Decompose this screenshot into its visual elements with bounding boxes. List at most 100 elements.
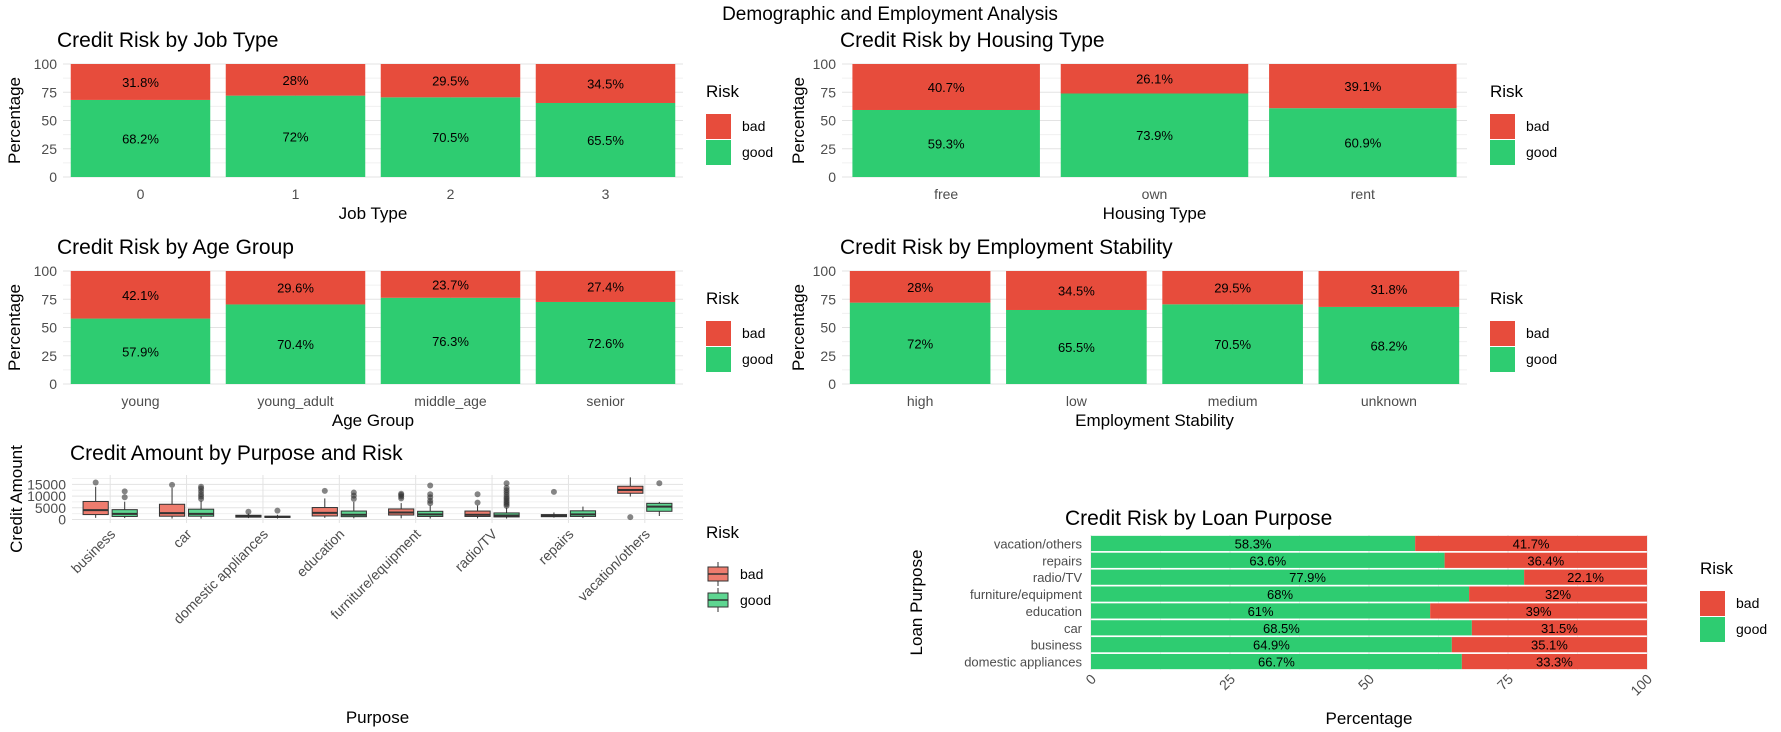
- outlier-point: [627, 514, 634, 521]
- legend-label-bad: bad: [1526, 118, 1549, 134]
- bar-good: [535, 102, 676, 177]
- legend-key-good: [1490, 347, 1515, 372]
- y-tick-label: 100: [34, 56, 58, 72]
- bar-good: [1091, 569, 1525, 585]
- y-tick-label: 75: [820, 84, 836, 100]
- outlier-point: [321, 487, 328, 494]
- data-label-bad: 28%: [907, 280, 933, 295]
- legend-title: Risk: [706, 523, 740, 542]
- box-bad: [82, 500, 109, 516]
- legend-label-good: good: [742, 351, 773, 367]
- x-tick-label: 3: [602, 186, 610, 202]
- outlier-point: [474, 499, 481, 506]
- y-tick-label: 75: [41, 84, 57, 100]
- bar-good: [70, 99, 211, 177]
- bar-good: [225, 304, 366, 384]
- y-tick-label: 25: [41, 348, 57, 364]
- bar-bad: [535, 64, 676, 103]
- data-label-good: 68.2%: [122, 131, 159, 146]
- bar-good: [1091, 535, 1416, 552]
- bar-bad: [225, 271, 366, 305]
- bar-bad: [70, 64, 211, 100]
- y-tick-label: 5000: [35, 500, 66, 516]
- y-tick-label: 50: [41, 320, 57, 336]
- data-label-good: 76.3%: [432, 334, 469, 349]
- outlier-point: [121, 494, 128, 501]
- outlier-point: [121, 488, 128, 495]
- outlier-point: [198, 483, 205, 490]
- data-label-good: 63.6%: [1249, 553, 1286, 568]
- y-tick-label: 0: [49, 376, 57, 392]
- legend-title: Risk: [1490, 82, 1524, 101]
- data-label-bad: 22.1%: [1567, 570, 1604, 585]
- legend-title: Risk: [1490, 289, 1524, 308]
- data-label-good: 72%: [907, 336, 933, 351]
- chart-title: Credit Risk by Employment Stability: [840, 236, 1173, 259]
- y-tick-label: 0: [828, 169, 836, 185]
- outlier-point: [427, 482, 434, 489]
- x-tick-label: middle_age: [414, 393, 487, 409]
- x-tick-label: education: [293, 526, 347, 580]
- y-tick-label: 75: [41, 291, 57, 307]
- data-label-good: 61%: [1248, 604, 1274, 619]
- y-tick-label: radio/TV: [1033, 570, 1082, 585]
- chart-4: Credit Amount by Purpose and Risk 0500010…: [7, 442, 683, 727]
- bar-good: [1091, 637, 1452, 653]
- x-tick-label: radio/TV: [451, 525, 500, 574]
- data-label-good: 70.4%: [277, 337, 314, 352]
- bar-good: [380, 97, 521, 177]
- x-tick-label: medium: [1208, 393, 1258, 409]
- x-tick-label: 75: [1494, 671, 1516, 693]
- legend-label-good: good: [1526, 144, 1557, 160]
- box-bad: [311, 507, 338, 517]
- bar-good: [1006, 309, 1147, 384]
- y-tick-label: 25: [41, 141, 57, 157]
- bar-bad: [1461, 653, 1647, 670]
- y-tick-label: car: [1064, 621, 1083, 636]
- bar-good: [1091, 620, 1472, 636]
- x-axis-title: Employment Stability: [1075, 411, 1234, 430]
- bar-bad: [852, 64, 1040, 110]
- x-tick-label: repairs: [535, 526, 577, 568]
- data-label-good: 72.6%: [587, 336, 624, 351]
- legend-title: Risk: [706, 82, 740, 101]
- data-label-bad: 39.1%: [1344, 79, 1381, 94]
- data-label-bad: 40.7%: [928, 80, 965, 95]
- outlier-point: [169, 481, 176, 488]
- bar-bad: [1415, 535, 1647, 552]
- y-tick-label: domestic appliances: [964, 655, 1082, 670]
- y-axis-title: Percentage: [789, 284, 808, 371]
- y-tick-label: 100: [813, 56, 837, 72]
- legend-label-good: good: [742, 144, 773, 160]
- bar-good: [1060, 93, 1249, 177]
- x-tick-label: 25: [1216, 671, 1238, 693]
- legend-label-bad: bad: [742, 325, 765, 341]
- y-axis-title: Percentage: [789, 77, 808, 164]
- y-tick-label: 25: [820, 141, 836, 157]
- y-tick-label: education: [1026, 604, 1082, 619]
- box-bad: [158, 503, 186, 517]
- legend-label-bad: bad: [742, 118, 765, 134]
- data-label-bad: 34.5%: [587, 76, 624, 91]
- y-tick-label: 15000: [27, 476, 66, 492]
- legend-chart-3: Risk bad good: [1490, 289, 1557, 372]
- chart-title: Credit Amount by Purpose and Risk: [70, 442, 403, 465]
- chart-3: Credit Risk by Employment Stability 0 25 50…: [789, 236, 1467, 430]
- x-tick-label: free: [934, 186, 958, 202]
- bar-bad: [380, 271, 521, 298]
- legend-key-good: [1490, 140, 1515, 165]
- bar-good: [1318, 306, 1460, 384]
- x-tick-label: 100: [1627, 671, 1655, 699]
- data-label-good: 65.5%: [1058, 340, 1095, 355]
- outlier-point: [503, 480, 510, 487]
- bar-good: [1269, 108, 1457, 177]
- data-label-bad: 32%: [1545, 587, 1571, 602]
- data-label-bad: 36.4%: [1527, 553, 1564, 568]
- x-tick-label: vacation/others: [574, 526, 652, 604]
- y-tick-label: business: [1031, 638, 1083, 653]
- outlier-point: [427, 491, 434, 498]
- bar-good: [225, 95, 366, 177]
- bar-bad: [1006, 271, 1147, 310]
- x-tick-label: young: [121, 393, 159, 409]
- y-tick-label: 25: [820, 348, 836, 364]
